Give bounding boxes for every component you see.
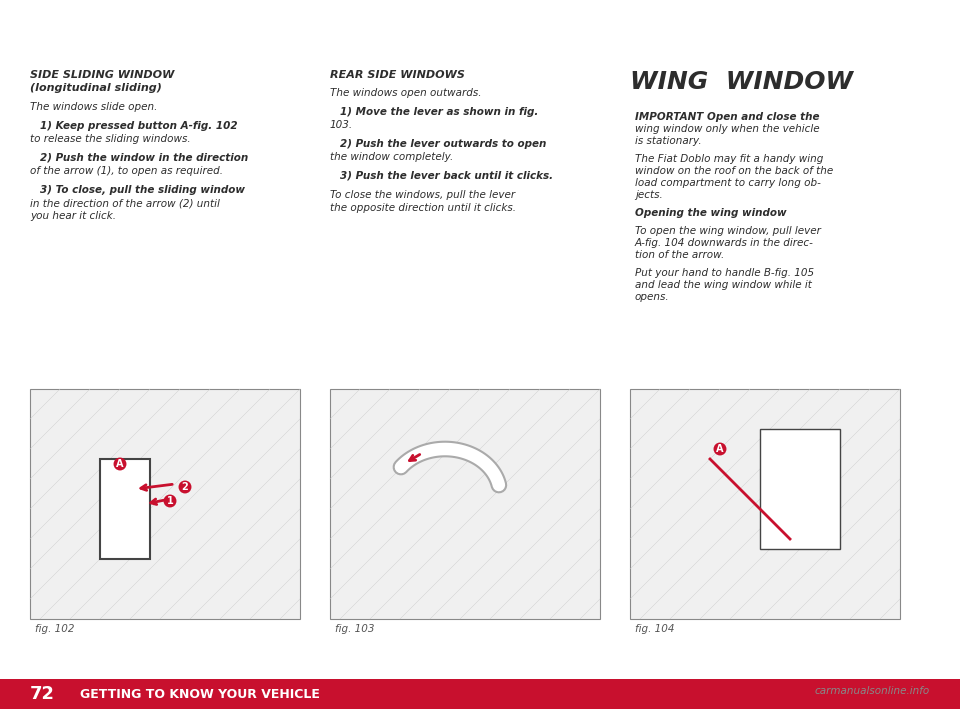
Text: fig. 104: fig. 104 [635,624,675,634]
Text: The windows slide open.: The windows slide open. [30,102,157,112]
Text: window on the roof on the back of the: window on the roof on the back of the [635,166,833,176]
Text: Opening the wing window: Opening the wing window [635,208,786,218]
Text: fig. 103: fig. 103 [335,624,374,634]
Text: opens.: opens. [635,292,670,302]
Text: and lead the wing window while it: and lead the wing window while it [635,280,812,290]
Text: To close the windows, pull the lever: To close the windows, pull the lever [330,190,516,200]
Text: is stationary.: is stationary. [635,136,702,146]
Bar [760,429,840,549]
Text: 1) Move the lever as shown in fig.: 1) Move the lever as shown in fig. [340,107,539,117]
Text: the window completely.: the window completely. [330,152,453,162]
Text: 1) Keep pressed button A-fig. 102: 1) Keep pressed button A-fig. 102 [40,121,238,131]
Text: The windows open outwards.: The windows open outwards. [330,88,482,98]
Text: fig. 102: fig. 102 [35,624,75,634]
Text: Put your hand to handle B-fig. 105: Put your hand to handle B-fig. 105 [635,268,814,278]
Text: REAR SIDE WINDOWS: REAR SIDE WINDOWS [330,70,465,80]
Bar [100,459,150,559]
Text: IMPORTANT Open and close the: IMPORTANT Open and close the [635,112,820,122]
Bar [630,389,900,619]
Text: A-fig. 104 downwards in the direc-: A-fig. 104 downwards in the direc- [635,238,814,248]
Text: SIDE SLIDING WINDOW: SIDE SLIDING WINDOW [30,70,175,80]
Text: 103.: 103. [330,120,353,130]
Text: 1: 1 [167,496,174,506]
Text: A: A [716,444,724,454]
Text: 2: 2 [181,482,188,492]
Text: (longitudinal sliding): (longitudinal sliding) [30,83,162,93]
Bar [0,679,960,709]
Text: 2) Push the window in the direction: 2) Push the window in the direction [40,153,249,163]
Text: of the arrow (1), to open as required.: of the arrow (1), to open as required. [30,166,223,176]
Text: jects.: jects. [635,190,662,200]
Text: 2) Push the lever outwards to open: 2) Push the lever outwards to open [340,139,546,149]
Text: in the direction of the arrow (2) until: in the direction of the arrow (2) until [30,198,220,208]
Text: To open the wing window, pull lever: To open the wing window, pull lever [635,226,821,236]
Text: A: A [116,459,124,469]
Text: wing window only when the vehicle: wing window only when the vehicle [635,124,820,134]
Text: GETTING TO KNOW YOUR VEHICLE: GETTING TO KNOW YOUR VEHICLE [80,688,320,700]
Text: WING  WINDOW: WING WINDOW [630,70,853,94]
Text: tion of the arrow.: tion of the arrow. [635,250,724,260]
Text: 3) Push the lever back until it clicks.: 3) Push the lever back until it clicks. [340,171,553,181]
Text: you hear it click.: you hear it click. [30,211,116,221]
Text: carmanualsonline.info: carmanualsonline.info [815,686,930,696]
Bar [330,389,600,619]
Text: 3) To close, pull the sliding window: 3) To close, pull the sliding window [40,185,245,195]
Text: The Fiat Doblo may fit a handy wing: The Fiat Doblo may fit a handy wing [635,154,824,164]
Text: the opposite direction until it clicks.: the opposite direction until it clicks. [330,203,516,213]
Bar [30,389,300,619]
Text: 72: 72 [30,685,55,703]
Text: load compartment to carry long ob-: load compartment to carry long ob- [635,178,821,188]
Text: to release the sliding windows.: to release the sliding windows. [30,134,191,144]
